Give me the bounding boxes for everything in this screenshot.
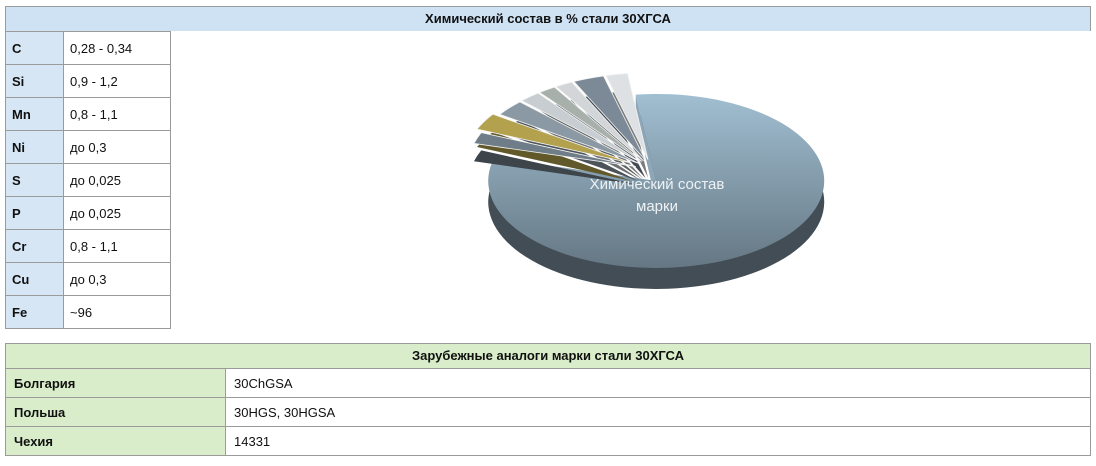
element-value-cell: до 0,025 xyxy=(63,196,171,230)
pie-slice-P xyxy=(555,81,644,162)
composition-table: C 0,28 - 0,34 Si 0,9 - 1,2 Mn 0,8 - 1,1 Ni до 0… xyxy=(5,31,171,329)
element-cell: Si xyxy=(5,64,64,98)
element-cell: C xyxy=(5,31,64,65)
pie-slice-Si xyxy=(476,113,632,164)
pie-slice-S xyxy=(538,86,643,162)
analogs-title: Зарубежные аналоги марки стали 30ХГСА xyxy=(411,348,685,363)
composition-rows: C 0,28 - 0,34 Si 0,9 - 1,2 Mn 0,8 - 1,1 Ni до 0… xyxy=(5,31,171,329)
page: Химический состав в % стали 30ХГСА C 0,28… xyxy=(5,6,1092,456)
grade-cell: 30ChGSA xyxy=(225,368,1091,398)
analogs-table: Болгария 30ChGSA Польша 30HGS, 30HGSA Чехия 1… xyxy=(5,368,1091,456)
pie-slice-side-C xyxy=(473,150,636,185)
analog-row: Чехия 14331 xyxy=(5,426,1091,456)
pie-slice-C xyxy=(473,132,636,167)
analogs-section: Зарубежные аналоги марки стали 30ХГСА Бо… xyxy=(5,343,1091,456)
element-cell: S xyxy=(5,163,64,197)
composition-row: Cu до 0,3 xyxy=(5,262,171,296)
pie-slice-Cu xyxy=(605,73,649,160)
composition-row: Si 0,9 - 1,2 xyxy=(5,64,171,98)
pie-slice-Mn xyxy=(498,101,639,164)
composition-section: Химический состав в % стали 30ХГСА C 0,28… xyxy=(5,6,1092,329)
analog-row: Польша 30HGS, 30HGSA xyxy=(5,397,1091,427)
element-cell: P xyxy=(5,196,64,230)
element-value-cell: 0,8 - 1,1 xyxy=(63,229,171,263)
element-value-cell: ~96 xyxy=(63,295,171,329)
country-cell: Болгария xyxy=(5,368,226,398)
element-value-cell: 0,8 - 1,1 xyxy=(63,97,171,131)
element-value-cell: до 0,3 xyxy=(63,262,171,296)
composition-row: Fe ~96 xyxy=(5,295,171,329)
element-value-cell: до 0,3 xyxy=(63,130,171,164)
composition-row: Cr 0,8 - 1,1 xyxy=(5,229,171,263)
composition-row: Mn 0,8 - 1,1 xyxy=(5,97,171,131)
analog-row: Болгария 30ChGSA xyxy=(5,368,1091,398)
element-value-cell: 0,9 - 1,2 xyxy=(63,64,171,98)
composition-header: Химический состав в % стали 30ХГСА xyxy=(5,6,1091,32)
element-value-cell: 0,28 - 0,34 xyxy=(63,31,171,65)
pie-chart: Химический состав марки xyxy=(473,73,825,289)
element-cell: Fe xyxy=(5,295,64,329)
pie-slice-Ni xyxy=(520,92,641,163)
pie-center-label: Химический состав марки xyxy=(590,176,725,215)
grade-cell: 14331 xyxy=(225,426,1091,456)
element-cell: Ni xyxy=(5,130,64,164)
analogs-header: Зарубежные аналоги марки стали 30ХГСА xyxy=(5,343,1091,369)
country-cell: Польша xyxy=(5,397,226,427)
composition-body: C 0,28 - 0,34 Si 0,9 - 1,2 Mn 0,8 - 1,1 Ni до 0… xyxy=(5,31,1092,329)
composition-title: Химический состав в % стали 30ХГСА xyxy=(425,11,671,26)
country-cell: Чехия xyxy=(5,426,226,456)
pie-slice-Fe xyxy=(488,93,825,268)
element-cell: Cr xyxy=(5,229,64,263)
element-cell: Cu xyxy=(5,262,64,296)
chart-area: Химический состав марки xyxy=(171,31,1092,329)
pie-slice-Cr xyxy=(573,75,646,161)
grade-cell: 30HGS, 30HGSA xyxy=(225,397,1091,427)
composition-row: Ni до 0,3 xyxy=(5,130,171,164)
element-value-cell: до 0,025 xyxy=(63,163,171,197)
analogs-rows: Болгария 30ChGSA Польша 30HGS, 30HGSA Чехия 1… xyxy=(5,368,1091,456)
element-cell: Mn xyxy=(5,97,64,131)
pie-cut-face xyxy=(635,94,657,202)
composition-row: C 0,28 - 0,34 xyxy=(5,31,171,65)
